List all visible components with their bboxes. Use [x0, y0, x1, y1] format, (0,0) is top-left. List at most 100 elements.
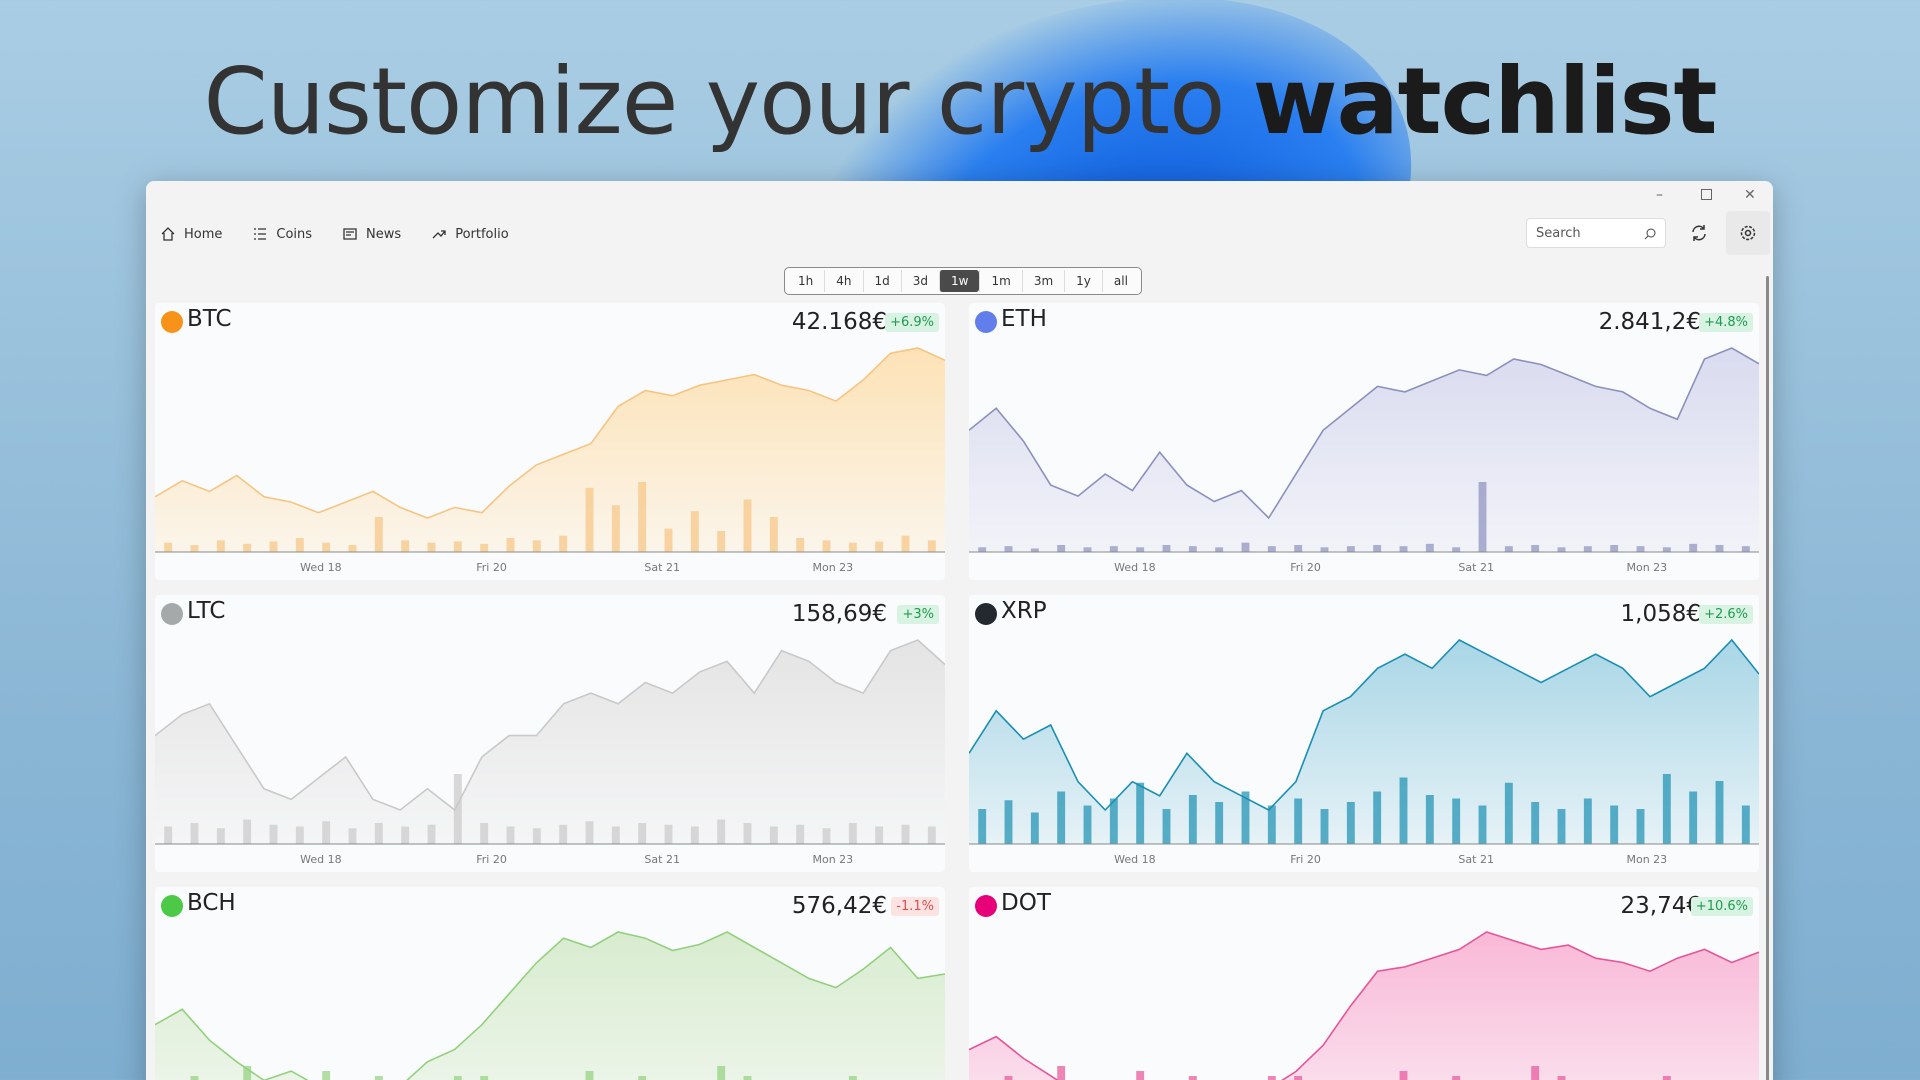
search-box[interactable]: Search — [1526, 218, 1666, 248]
volume-bar — [1399, 777, 1408, 844]
volume-bar — [506, 538, 515, 552]
volume-bar — [1215, 802, 1224, 844]
volume-bar — [1030, 812, 1039, 844]
volume-bar — [1373, 791, 1382, 844]
coin-symbol: BTC — [187, 306, 232, 332]
volume-bar — [480, 1076, 489, 1080]
volume-bar — [190, 545, 199, 552]
volume-bar — [269, 824, 278, 844]
volume-bar — [1057, 1066, 1066, 1080]
volume-bar — [1689, 543, 1698, 552]
x-tick-label: Sat 21 — [1458, 561, 1494, 574]
x-tick-label: Sat 21 — [644, 853, 680, 866]
volume-bar — [1346, 802, 1355, 844]
time-range-button[interactable]: 1y — [1064, 270, 1102, 292]
time-range-button[interactable]: 3m — [1021, 270, 1064, 292]
volume-bar — [1399, 1071, 1408, 1080]
volume-bar — [374, 823, 383, 844]
volume-bar — [664, 528, 673, 552]
time-range-button[interactable]: 1w — [939, 270, 980, 292]
x-tick-label: Fri 20 — [1290, 853, 1321, 866]
scrollbar[interactable] — [1766, 276, 1769, 1080]
coin-symbol: LTC — [187, 598, 226, 624]
volume-bar — [1267, 805, 1276, 844]
nav-item[interactable]: Home — [160, 226, 222, 242]
coin-card[interactable]: Wed 18 Fri 20 Sat 21 Mon 23 ETH 2.841,2€ +4.8% — [969, 303, 1759, 580]
nav-item[interactable]: Coins — [252, 226, 312, 242]
volume-bar — [322, 542, 331, 552]
x-tick-label: Mon 23 — [812, 561, 853, 574]
volume-bar — [901, 824, 910, 844]
volume-bar — [1689, 791, 1698, 844]
x-tick-label: Sat 21 — [644, 561, 680, 574]
x-tick-label: Mon 23 — [812, 853, 853, 866]
search-icon — [1644, 228, 1656, 240]
coin-symbol: DOT — [1001, 890, 1051, 916]
time-range-button[interactable]: 4h — [824, 270, 862, 292]
volume-bar — [1531, 545, 1540, 552]
x-tick-label: Mon 23 — [1626, 853, 1667, 866]
volume-bar — [243, 543, 252, 552]
time-range-button[interactable]: 1h — [798, 274, 814, 288]
volume-bar — [1452, 798, 1461, 844]
volume-bar — [1425, 543, 1434, 552]
volume-bar — [506, 826, 515, 844]
coin-price: 1,058€ — [1620, 601, 1701, 627]
volume-bar — [322, 1071, 331, 1080]
headline-regular: Customize your crypto — [203, 48, 1225, 155]
price-area — [155, 348, 945, 552]
change-badge: +6.9% — [885, 313, 939, 332]
volume-bar — [1320, 547, 1329, 552]
volume-bar — [1425, 795, 1434, 844]
volume-bar — [1531, 802, 1540, 844]
nav-item[interactable]: News — [342, 226, 401, 242]
price-area — [969, 348, 1759, 552]
time-range-button[interactable]: 1m — [979, 270, 1021, 292]
volume-bar — [1531, 1066, 1540, 1080]
maximize-button[interactable] — [1701, 189, 1712, 200]
nav-icon-path — [432, 230, 446, 239]
volume-bar — [901, 535, 910, 552]
volume-bar — [243, 1066, 252, 1080]
volume-bar — [875, 541, 884, 552]
time-range-button[interactable]: all — [1101, 270, 1139, 292]
minimize-button[interactable]: – — [1656, 187, 1663, 203]
close-button[interactable]: ✕ — [1744, 187, 1756, 203]
coin-icon — [161, 603, 183, 625]
volume-bar — [427, 824, 436, 844]
volume-bar — [1004, 800, 1013, 844]
coin-price: 23,74€ — [1620, 893, 1701, 919]
time-range-button[interactable]: 3d — [900, 270, 939, 292]
nav-bar: Home Coins News Portfolio — [160, 226, 509, 242]
volume-bar — [1057, 791, 1066, 844]
coin-icon — [161, 895, 183, 917]
volume-bar — [1583, 798, 1592, 844]
price-line — [969, 931, 1759, 1080]
nav-item[interactable]: Portfolio — [431, 226, 509, 242]
volume-bar — [348, 545, 357, 552]
coin-card[interactable]: Wed 18 Fri 20 Sat 21 Mon 23 LTC 158,69€ +3% — [155, 595, 945, 872]
volume-bar — [1662, 1076, 1671, 1080]
coin-card[interactable]: Wed 18 Fri 20 Sat 21 Mon 23 XRP 1,058€ +2.6% — [969, 595, 1759, 872]
volume-bar — [1241, 542, 1250, 552]
volume-bar — [1241, 791, 1250, 844]
volume-bar — [1610, 805, 1619, 844]
settings-button[interactable] — [1726, 211, 1770, 255]
volume-bar — [1136, 782, 1145, 844]
refresh-button[interactable] — [1689, 223, 1709, 243]
volume-bar — [638, 1076, 647, 1080]
volume-bar — [532, 828, 541, 844]
price-line — [969, 347, 1759, 520]
time-range-button[interactable]: 1d — [862, 270, 901, 292]
price-line — [155, 931, 945, 1080]
volume-bar — [1215, 547, 1224, 552]
volume-bar — [427, 542, 436, 552]
nav-label: News — [366, 226, 402, 242]
x-tick-label: Mon 23 — [1626, 561, 1667, 574]
volume-bar — [243, 819, 252, 844]
coin-card[interactable]: Wed 18 Fri 20 Sat 21 Mon 23 BTC 42.168€ +6.9% — [155, 303, 945, 580]
